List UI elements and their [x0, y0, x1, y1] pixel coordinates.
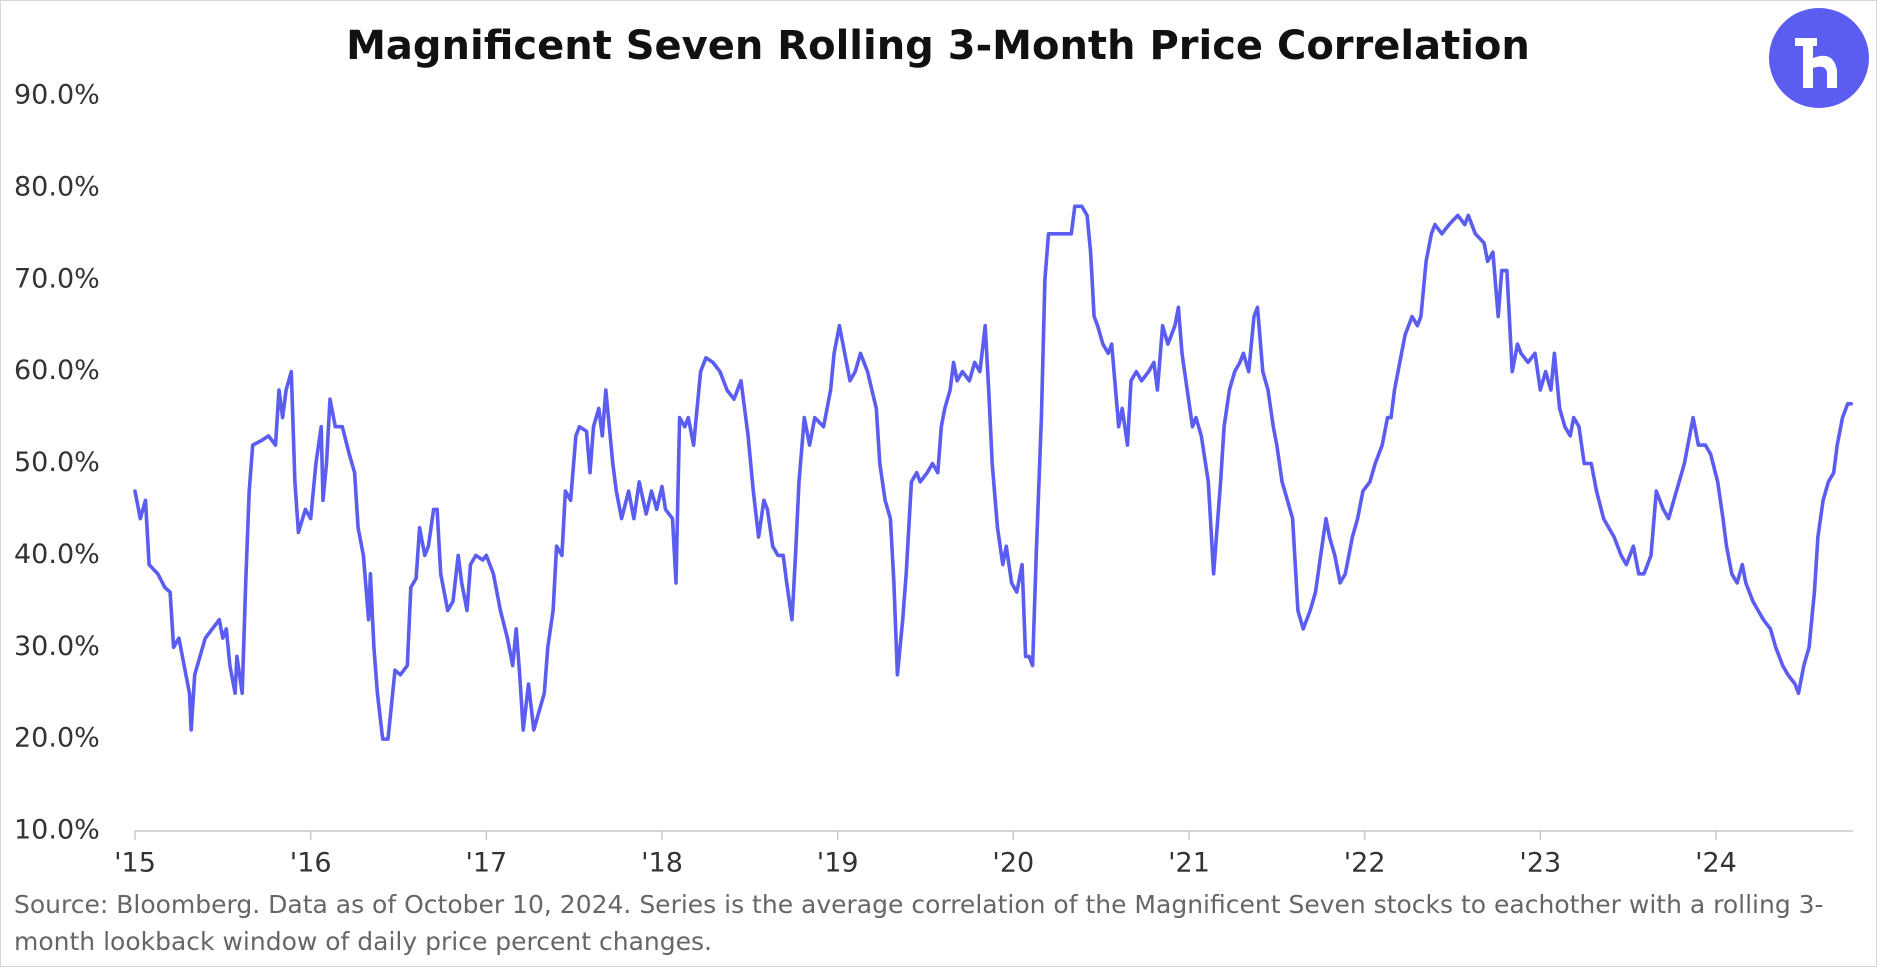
y-tick-label: 10.0%	[14, 815, 100, 846]
x-tick-label: '18	[641, 848, 683, 879]
y-tick-label: 80.0%	[14, 171, 100, 202]
x-tick-label: '16	[290, 848, 332, 879]
x-tick-label: '17	[465, 848, 507, 879]
x-tick-label: '24	[1695, 848, 1737, 879]
y-tick-label: 40.0%	[14, 539, 100, 570]
y-tick-label: 60.0%	[14, 355, 100, 386]
x-tick-label: '21	[1168, 848, 1210, 879]
x-tick-label: '15	[114, 848, 156, 879]
y-tick-label: 30.0%	[14, 631, 100, 662]
x-tick-label: '19	[817, 848, 859, 879]
y-tick-label: 50.0%	[14, 447, 100, 478]
source-note: Source: Bloomberg. Data as of October 10…	[14, 890, 1824, 956]
chart-title: Magnificent Seven Rolling 3-Month Price …	[346, 23, 1530, 69]
y-tick-label: 20.0%	[14, 723, 100, 754]
x-tick-label: '23	[1519, 848, 1561, 879]
y-tick-label: 70.0%	[14, 263, 100, 294]
x-tick-label: '20	[992, 848, 1034, 879]
x-tick-label: '22	[1344, 848, 1386, 879]
y-tick-label: 90.0%	[14, 80, 100, 111]
series-line	[133, 204, 1853, 741]
logo	[1769, 8, 1869, 108]
